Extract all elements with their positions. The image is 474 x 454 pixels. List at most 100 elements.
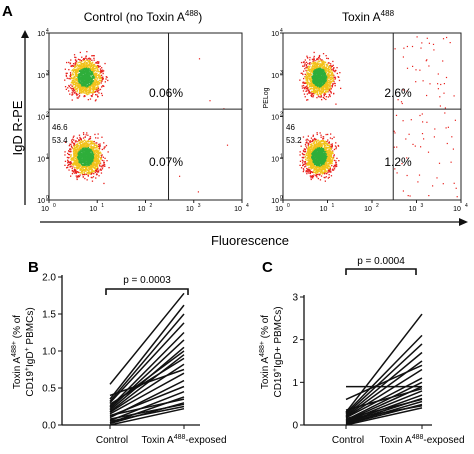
event-dot (307, 74, 309, 76)
event-dot (316, 68, 318, 70)
event-dot (323, 74, 325, 76)
event-dot (325, 67, 327, 69)
event-dot (70, 161, 72, 164)
event-dot (80, 145, 82, 147)
event-dot (74, 87, 76, 89)
event-dot (87, 143, 89, 145)
event-dot (97, 133, 99, 135)
event-dot (70, 73, 72, 75)
event-dot (86, 63, 88, 65)
event-dot (89, 68, 91, 70)
event-dot (98, 62, 100, 64)
event-dot (313, 74, 316, 76)
x-tick-label: 10 (89, 206, 97, 213)
event-dot (93, 151, 95, 153)
event-dot (330, 70, 332, 72)
event-dot (93, 159, 95, 161)
event-dot (69, 166, 71, 168)
event-dot (87, 145, 89, 147)
event-dot (322, 86, 324, 88)
event-dot (79, 162, 81, 164)
event-dot (330, 150, 332, 152)
event-dot (102, 71, 104, 73)
event-dot (85, 156, 87, 158)
event-dot (320, 81, 322, 83)
event-dot (91, 69, 93, 71)
event-dot (328, 68, 330, 71)
event-dot (87, 89, 89, 92)
event-dot (75, 79, 77, 81)
event-dot (90, 153, 92, 155)
event-dot (326, 88, 329, 90)
event-dot (315, 76, 317, 78)
event-dot (68, 163, 70, 166)
event-dot (76, 163, 78, 165)
event-dot (95, 87, 97, 90)
event-dot (87, 162, 89, 164)
event-dot (326, 79, 329, 81)
event-dot (79, 160, 81, 163)
event-dot (317, 147, 319, 149)
event-dot (66, 167, 68, 169)
event-dot (82, 142, 84, 144)
event-dot (79, 51, 81, 54)
event-dot (311, 88, 313, 90)
event-dot (87, 148, 89, 150)
event-dot (323, 176, 325, 179)
event-dot (84, 159, 86, 161)
event-dot (70, 159, 73, 161)
event-dot (90, 159, 92, 161)
event-dot (326, 144, 329, 146)
event-dot (316, 89, 318, 91)
event-dot (316, 97, 318, 99)
event-dot (91, 55, 93, 57)
event-dot (309, 65, 311, 67)
event-dot (90, 142, 92, 144)
event-dot (87, 69, 89, 71)
event-dot (91, 147, 93, 149)
event-dot (76, 146, 78, 148)
event-dot (92, 91, 95, 94)
event-dot (97, 137, 99, 139)
event-dot (311, 145, 314, 147)
event-dot (326, 73, 328, 75)
event-dot (327, 91, 329, 93)
event-dot (84, 82, 86, 85)
event-dot (91, 78, 93, 80)
event-dot (97, 74, 100, 76)
event-dot (71, 142, 73, 144)
event-dot (71, 87, 73, 90)
event-dot (94, 157, 97, 159)
event-dot (80, 150, 83, 153)
event-dot (321, 71, 323, 73)
event-dot (308, 70, 311, 72)
event-dot (310, 73, 313, 76)
event-dot (88, 148, 91, 150)
event-dot (92, 152, 94, 154)
event-dot (326, 88, 329, 90)
event-dot (98, 76, 100, 78)
event-dot (91, 81, 93, 83)
event-dot (76, 79, 78, 81)
event-dot (94, 65, 96, 67)
event-dot (74, 162, 76, 164)
event-dot (328, 71, 331, 73)
event-dot (84, 173, 86, 175)
event-dot (321, 92, 323, 94)
event-dot (327, 76, 329, 78)
event-dot (87, 144, 89, 146)
event-dot (84, 69, 86, 71)
event-dot (81, 68, 83, 70)
event-dot (95, 76, 97, 78)
event-dot (312, 88, 314, 90)
event-dot (322, 75, 324, 78)
event-dot (318, 76, 320, 79)
event-dot (317, 63, 319, 65)
event-dot (305, 80, 307, 82)
event-dot (103, 70, 105, 72)
event-dot (308, 84, 311, 86)
event-dot (312, 93, 314, 95)
event-dot (89, 61, 91, 63)
event-dot (311, 165, 313, 167)
event-dot (93, 55, 95, 57)
